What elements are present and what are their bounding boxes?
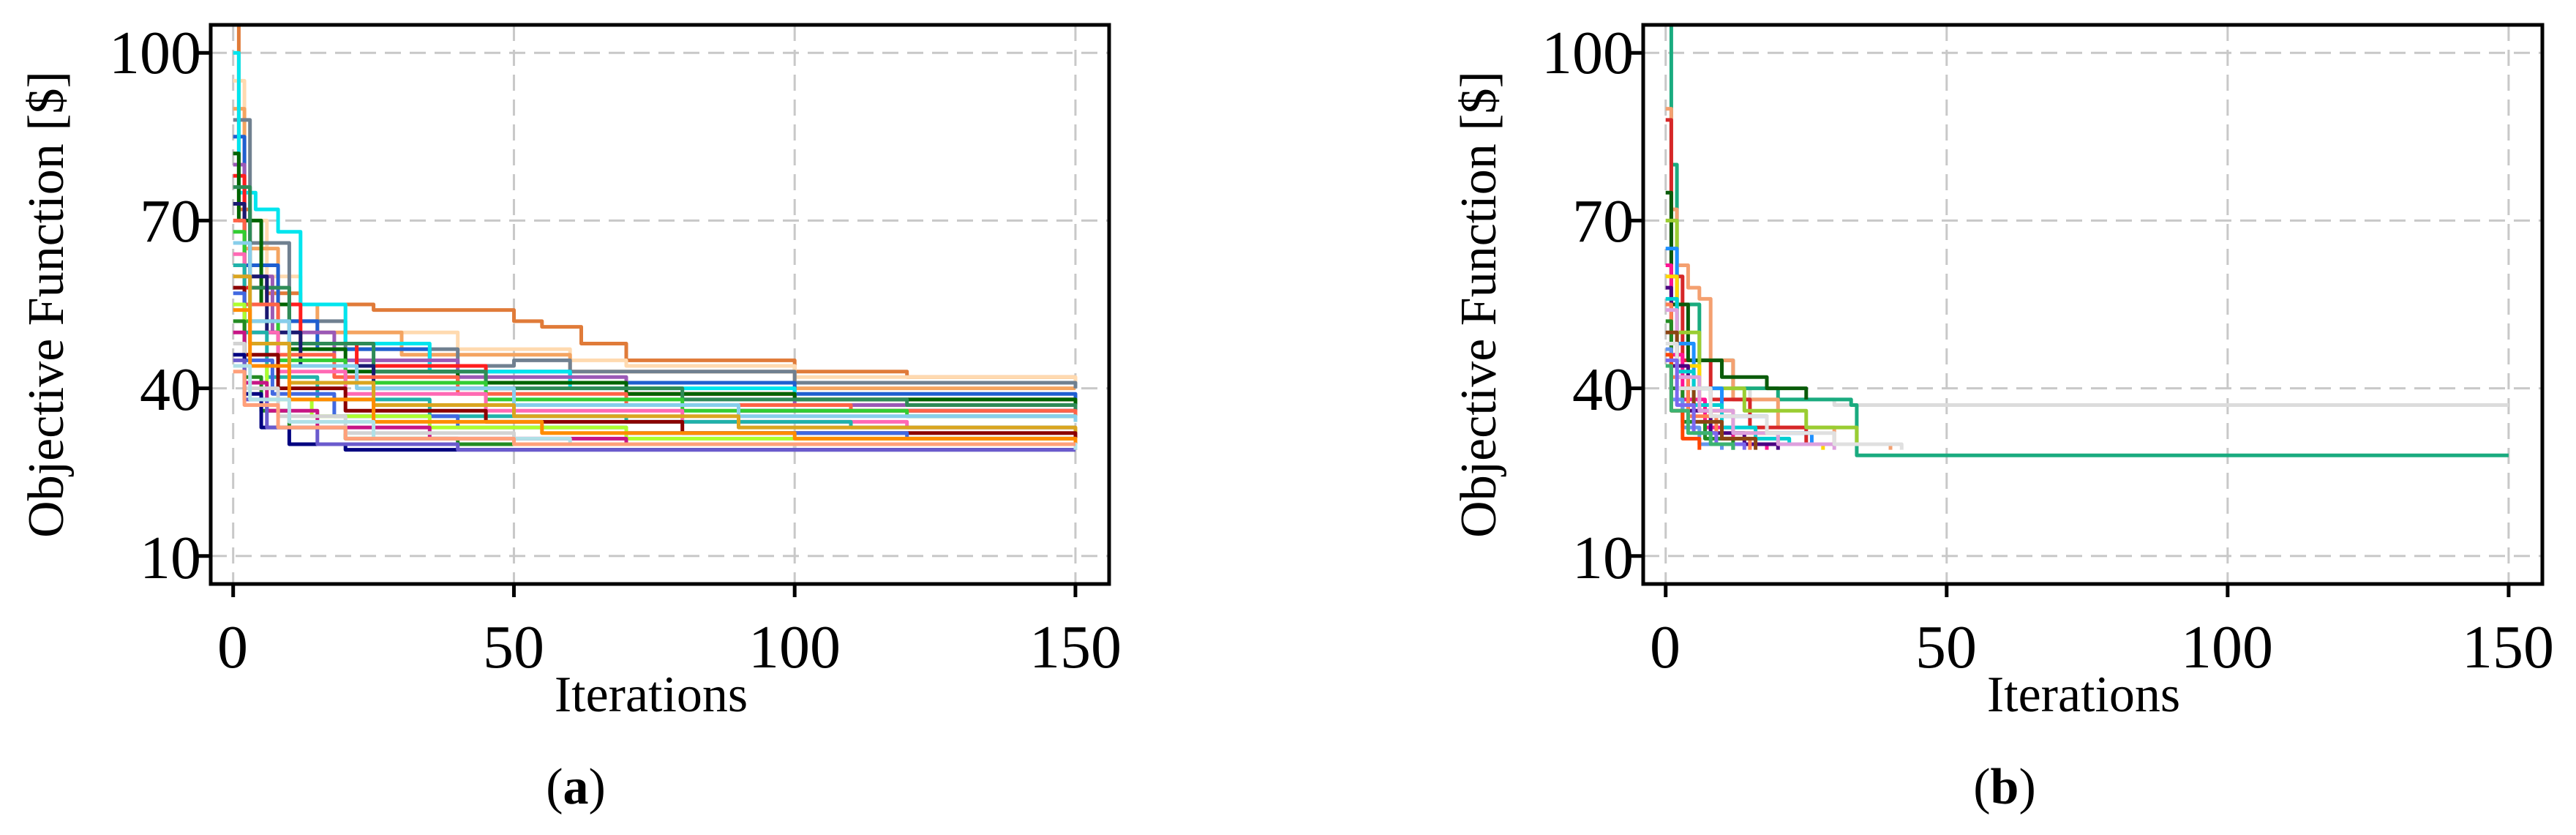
panel-b-series-line <box>1665 25 2509 457</box>
panel-b-y-axis-label: Objective Function [$] <box>1451 71 1507 538</box>
panel-a-series-line <box>233 263 1075 430</box>
panel-a-series-line <box>233 50 1078 411</box>
panel-b-xtick-label: 0 <box>1650 613 1681 681</box>
panel-b-series <box>1665 25 2509 457</box>
panel-b-x-axis-label: Iterations <box>1987 667 2180 723</box>
panel-b-ticks <box>1630 50 2511 597</box>
panel-a-series-line <box>233 353 1075 452</box>
panel-a-label: (a) <box>546 759 606 815</box>
panel-a-xtick-labels: 0 50 100 150 <box>217 613 1122 681</box>
panel-a-series-line <box>233 25 1075 379</box>
panel-a-ytick-label: 70 <box>140 187 201 255</box>
panel-a-series-line <box>233 78 1078 383</box>
panel-a: 100 70 40 10 0 50 100 150 Iterations Obj… <box>18 19 1122 815</box>
panel-a-series-line <box>233 218 1078 416</box>
panel-b-ytick-label: 100 <box>1542 19 1634 87</box>
panel-a-label-letter: a <box>563 759 589 815</box>
panel-b-label: (b) <box>1973 759 2036 815</box>
panel-a-x-axis-label: Iterations <box>555 667 748 723</box>
panel-a-ytick-label: 40 <box>140 356 201 424</box>
panel-a-ytick-labels: 100 70 40 10 <box>109 19 201 592</box>
panel-a-series-line <box>233 107 1075 391</box>
panel-a-xtick-label: 150 <box>1029 613 1122 681</box>
panel-b-label-letter: b <box>1991 759 2019 815</box>
panel-a-series-line <box>233 252 1075 430</box>
panel-b-ytick-labels: 100 70 40 10 <box>1542 19 1634 592</box>
panel-a-y-axis-label: Objective Function [$] <box>18 71 75 538</box>
panel-a-series-line <box>233 162 1078 411</box>
panel-a-ytick-label: 10 <box>140 524 201 592</box>
panel-a-xtick-label: 100 <box>748 613 841 681</box>
panel-b-ytick-label: 40 <box>1572 356 1634 424</box>
panel-a-series-line <box>233 370 1075 446</box>
panel-a-xtick-label: 50 <box>483 613 544 681</box>
panel-a-frame <box>209 23 1111 586</box>
panel-b-xtick-labels: 0 50 100 150 <box>1650 613 2554 681</box>
panel-a-series <box>233 25 1078 452</box>
panel-a-xtick-label: 0 <box>217 613 248 681</box>
panel-b-ytick-label: 10 <box>1572 524 1634 592</box>
panel-a-series-line <box>233 185 1078 411</box>
panel-b-grid <box>1643 25 2542 584</box>
panel-b-ytick-label: 70 <box>1572 187 1634 255</box>
panel-b-xtick-label: 100 <box>2181 613 2273 681</box>
panel-b-frame <box>1641 23 2545 586</box>
panel-b: 100 70 40 10 0 50 100 150 Iterations Obj… <box>1451 19 2554 815</box>
panel-a-ticks <box>198 50 1078 597</box>
panel-b-xtick-label: 150 <box>2462 613 2554 681</box>
panel-b-series-line <box>1665 218 2509 407</box>
panel-b-xtick-label: 50 <box>1915 613 1977 681</box>
panel-a-ytick-label: 100 <box>109 19 201 87</box>
panel-b-series-line <box>1665 364 1735 450</box>
